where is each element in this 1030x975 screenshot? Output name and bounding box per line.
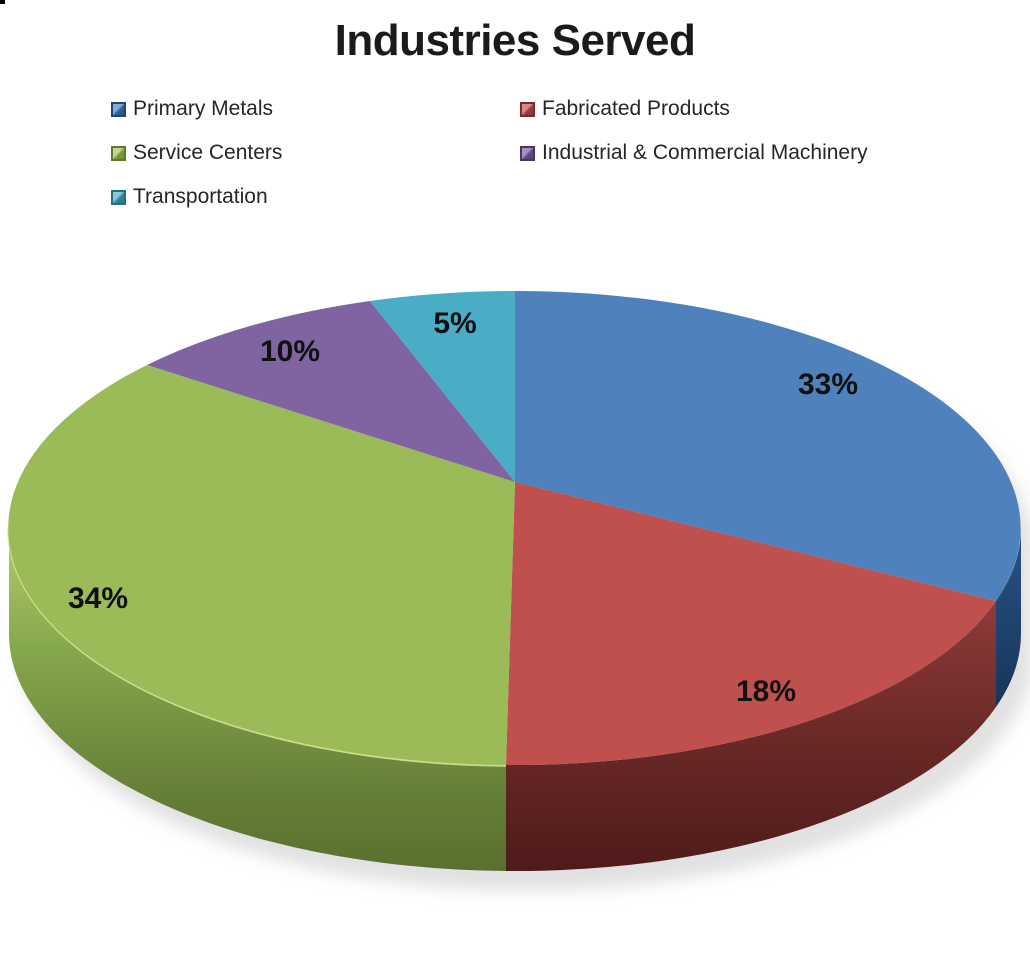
side-wall-service-centers <box>8 528 506 871</box>
legend-label-primary-metals: Primary Metals <box>133 97 274 120</box>
pie-slice-industrial-commercial-machinery <box>147 301 515 482</box>
legend-swatch-transportation-icon <box>111 189 126 205</box>
legend-label-service-centers: Service Centers <box>133 141 283 164</box>
legend-swatch-service-centers-icon <box>111 145 126 161</box>
legend-swatch-fabricated-products-icon <box>520 101 535 117</box>
pie-slice-transportation <box>370 291 515 482</box>
side-wall-primary-metals <box>996 528 1021 707</box>
percent-label-industrial-commercial-machinery: 10% <box>260 335 320 368</box>
legend-swatch-primary-metals-icon <box>111 101 126 117</box>
legend-item-transportation: Transportation <box>111 185 268 209</box>
corner-artifact <box>0 0 5 4</box>
legend-item-service-centers: Service Centers <box>111 141 282 165</box>
legend-item-industrial-commercial-machinery: Industrial & Commercial Machinery <box>520 141 868 165</box>
legend-item-primary-metals: Primary Metals <box>111 97 273 121</box>
percent-label-primary-metals: 33% <box>798 368 858 401</box>
percent-label-service-centers: 34% <box>68 582 128 615</box>
percent-label-fabricated-products: 18% <box>736 675 796 708</box>
side-wall-fabricated-products <box>506 601 996 872</box>
chart-title: Industries Served <box>334 16 696 65</box>
legend-swatch-industrial-commercial-machinery-icon <box>520 145 535 161</box>
legend-label-industrial-commercial-machinery: Industrial & Commercial Machinery <box>542 141 868 164</box>
pie-slice-fabricated-products <box>506 482 996 766</box>
pie-slice-primary-metals <box>515 291 1021 601</box>
legend-item-fabricated-products: Fabricated Products <box>520 97 730 121</box>
legend-label-fabricated-products: Fabricated Products <box>542 97 730 120</box>
pie-slice-service-centers <box>8 365 516 765</box>
percent-label-transportation: 5% <box>433 307 476 340</box>
legend-label-transportation: Transportation <box>133 185 268 208</box>
